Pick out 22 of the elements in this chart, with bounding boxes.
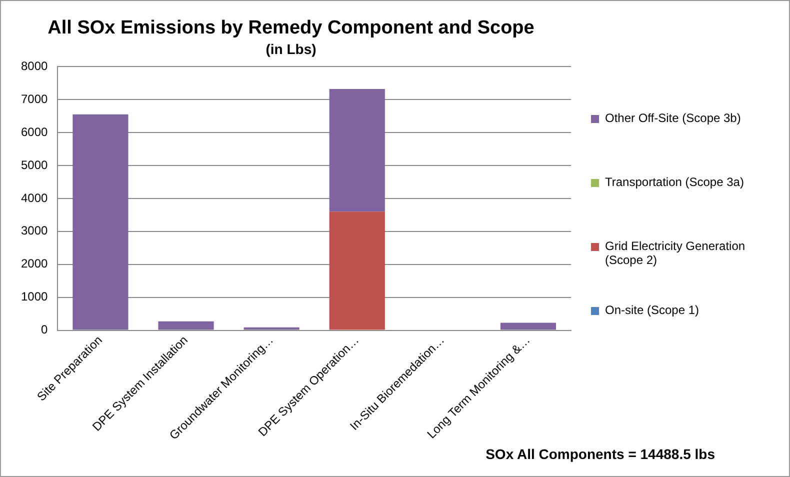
y-tick-label: 0	[41, 322, 48, 337]
y-tick-label: 2000	[20, 256, 48, 271]
y-tick-label: 7000	[20, 92, 48, 106]
chart-subtitle: (in Lbs)	[266, 41, 316, 58]
y-tick-label: 3000	[20, 224, 48, 238]
legend-label: Other Off-Site (Scope 3b)	[605, 111, 741, 125]
y-tick-label: 4000	[20, 190, 48, 205]
bar	[244, 327, 300, 330]
legend-label: Grid Electricity Generation (Scope 2)	[605, 239, 746, 267]
bar	[329, 89, 385, 212]
bar	[158, 321, 214, 330]
y-tick-label: 5000	[20, 158, 48, 172]
bar	[329, 212, 385, 330]
bar	[500, 322, 556, 330]
legend-label: Transportation (Scope 3a)	[605, 175, 744, 189]
y-tick-label: 6000	[20, 124, 48, 139]
y-tick-label: 1000	[20, 290, 48, 304]
bar	[72, 114, 128, 330]
text: SOx All Components = 14488.5 lbs	[486, 446, 715, 462]
legend-label: On-site (Scope 1)	[605, 303, 700, 317]
chart-title: All SOx Emissions by Remedy Component and Scope	[48, 18, 534, 39]
y-tick-label: 8000	[20, 58, 48, 73]
